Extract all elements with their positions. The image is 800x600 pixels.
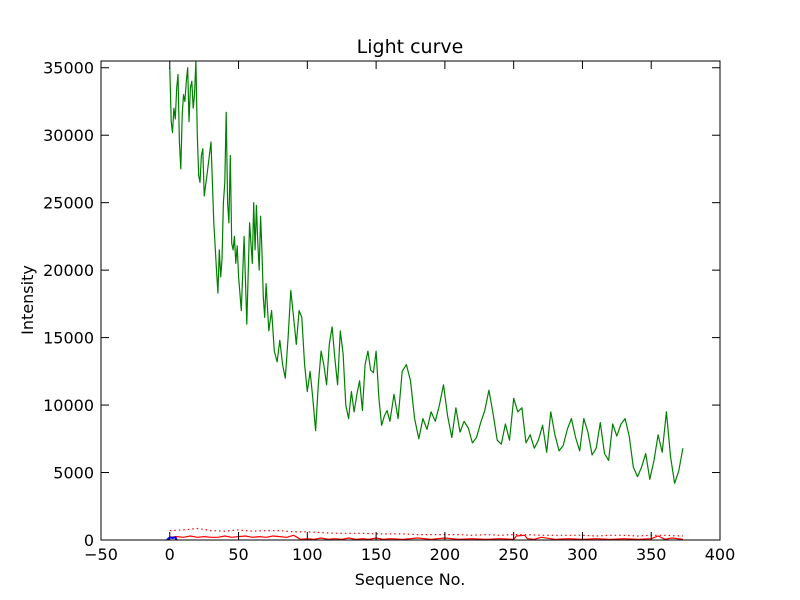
axes-frame xyxy=(100,60,721,541)
series-group xyxy=(166,60,684,541)
x-tick-label: 300 xyxy=(567,545,598,564)
series-line-1 xyxy=(169,60,684,484)
y-tick-label: 10000 xyxy=(43,396,94,415)
x-tick-label: 100 xyxy=(292,545,323,564)
y-tick-label: 30000 xyxy=(43,126,94,145)
x-tick-label: 250 xyxy=(498,545,529,564)
y-tick-label: 20000 xyxy=(43,261,94,280)
series-line-3 xyxy=(169,534,683,540)
y-axis-label: Intensity xyxy=(18,265,37,335)
x-tick-label: 150 xyxy=(361,545,392,564)
y-tick-label: 15000 xyxy=(43,329,94,348)
x-axis-label: Sequence No. xyxy=(355,570,466,589)
x-tick-label: 350 xyxy=(636,545,667,564)
y-tick-label: 35000 xyxy=(43,59,94,78)
chart-title: Light curve xyxy=(357,36,464,58)
y-tick-label: 0 xyxy=(84,531,94,550)
y-tick-label: 25000 xyxy=(43,194,94,213)
x-tick-label: 400 xyxy=(705,545,736,564)
x-tick-label: 0 xyxy=(165,545,175,564)
series-line-4 xyxy=(166,536,178,541)
x-tick-label: −50 xyxy=(84,545,118,564)
x-tick-label: 50 xyxy=(228,545,248,564)
y-tick-label: 5000 xyxy=(53,464,94,483)
x-tick-label: 200 xyxy=(430,545,461,564)
plot-area: −50 0 50 100 150 200 250 300 350 4000500010000150… xyxy=(43,59,735,564)
